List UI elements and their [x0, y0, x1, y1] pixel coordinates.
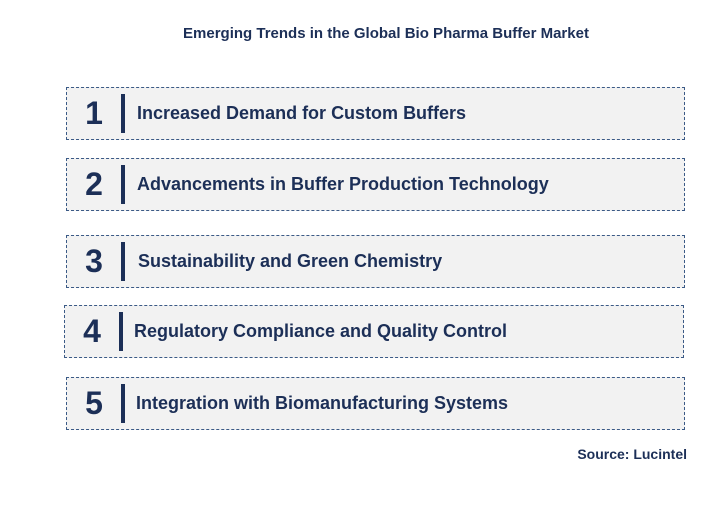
trend-label: Regulatory Compliance and Quality Contro… — [134, 321, 508, 341]
divider-bar — [121, 384, 125, 423]
divider-bar — [121, 242, 125, 281]
trend-item-2: 2 Advancements in Buffer Production Tech… — [66, 158, 685, 211]
trend-number: 1 — [85, 95, 103, 131]
trend-number: 5 — [85, 385, 103, 421]
trend-number: 4 — [83, 313, 101, 349]
trend-label: Sustainability and Green Chemistry — [138, 251, 443, 271]
trend-item-3: 3 Sustainability and Green Chemistry — [66, 235, 685, 288]
trend-item-5: 5 Integration with Biomanufacturing Syst… — [66, 377, 685, 430]
divider-bar — [119, 312, 123, 351]
divider-bar — [121, 165, 125, 204]
trend-item-1: 1 Increased Demand for Custom Buffers — [66, 87, 685, 140]
diagram-title: Emerging Trends in the Global Bio Pharma… — [183, 25, 589, 42]
trend-label: Increased Demand for Custom Buffers — [137, 103, 467, 123]
trend-label: Integration with Biomanufacturing System… — [136, 393, 509, 413]
trend-item-4: 4 Regulatory Compliance and Quality Cont… — [64, 305, 684, 358]
trend-number: 2 — [85, 166, 103, 202]
divider-bar — [121, 94, 125, 133]
source-label: Source: Lucintel — [577, 446, 687, 462]
trend-number: 3 — [85, 243, 103, 279]
trend-label: Advancements in Buffer Production Techno… — [137, 174, 549, 194]
